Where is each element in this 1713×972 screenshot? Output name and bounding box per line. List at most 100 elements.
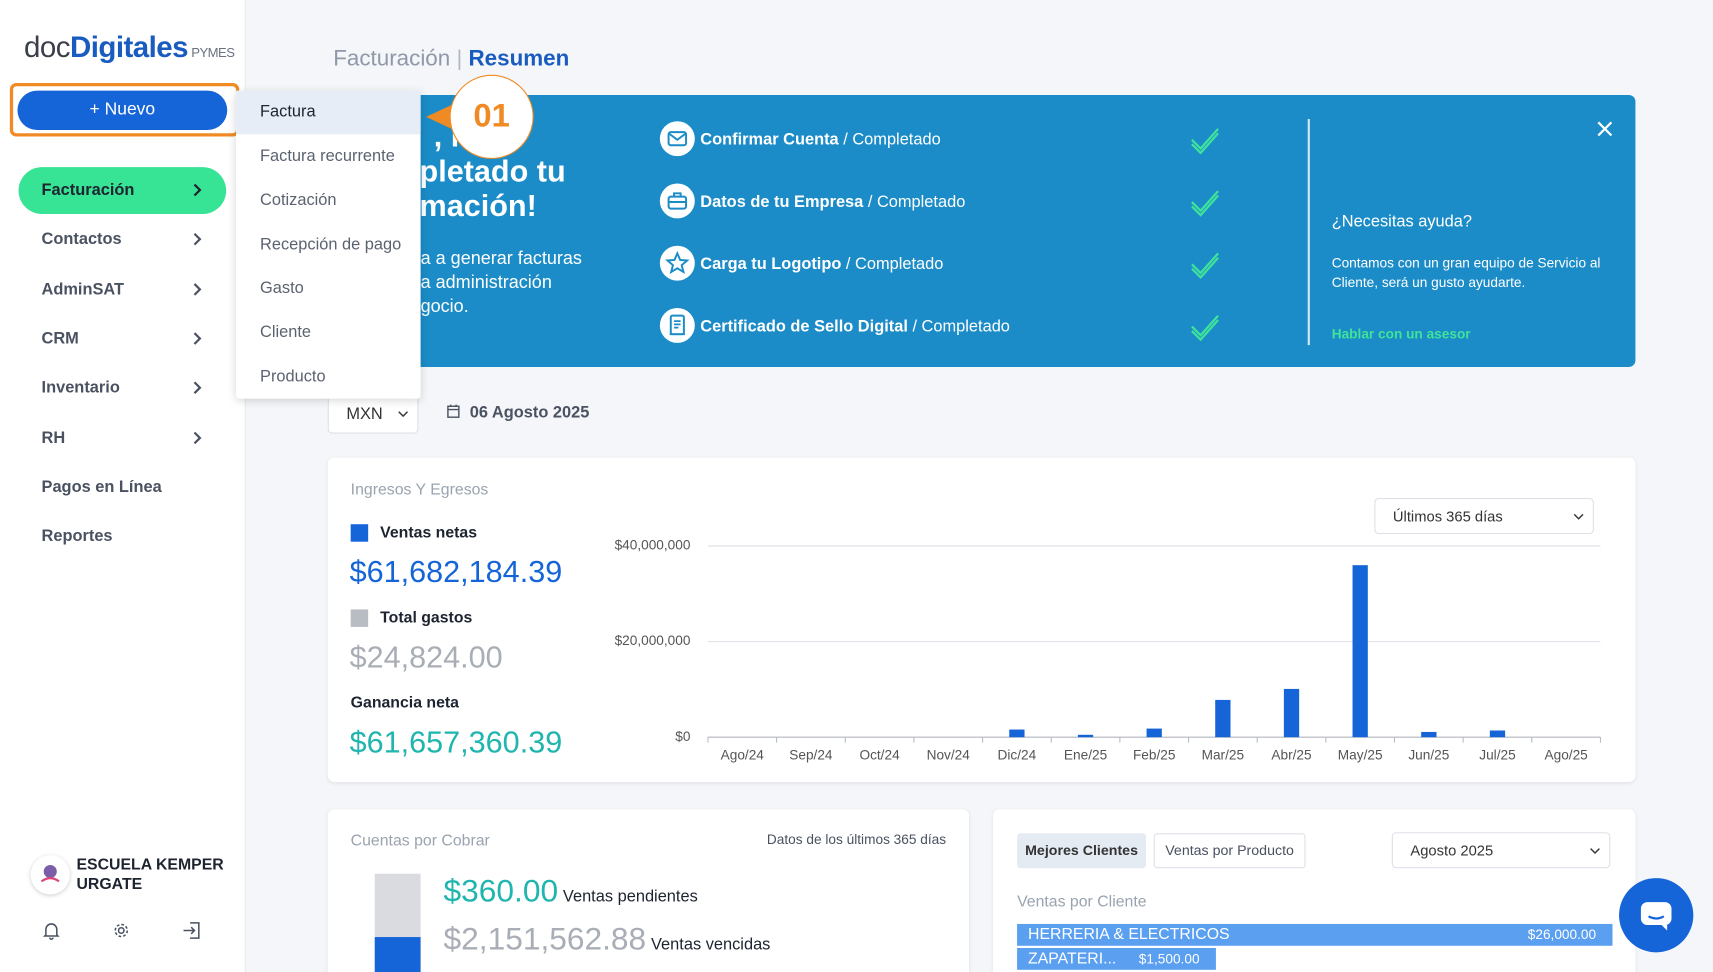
kpi-value: $24,824.00 (349, 639, 503, 674)
menu-item[interactable]: Factura (260, 102, 316, 121)
user-name-line: ESCUELA KEMPER (76, 856, 224, 874)
notifications-icon[interactable] (42, 922, 60, 941)
menu-item[interactable]: Gasto (260, 279, 304, 298)
nav-item[interactable]: Facturación (41, 180, 135, 200)
currency-value: MXN (346, 404, 383, 423)
chevron-icon (193, 183, 202, 197)
nav-active-pill (18, 167, 227, 215)
breadcrumb-page: Resumen (468, 45, 570, 71)
help-title: ¿Necesitas ayuda? (1331, 212, 1473, 231)
nav-item[interactable]: Contactos (41, 229, 122, 249)
help-text: Contamos con un gran equipo de Servicio … (1331, 255, 1601, 271)
chat-icon (1640, 902, 1672, 931)
card-title: Ingresos Y Egresos (350, 481, 489, 500)
step-badge (426, 74, 534, 159)
kpi-label: Total gastos (380, 609, 473, 627)
user-avatar[interactable] (30, 855, 70, 895)
period-value: Agosto 2025 (1410, 842, 1494, 859)
step-status: / Completado (843, 130, 941, 150)
onboarding-banner (327, 95, 1636, 367)
chevron-icon (193, 283, 202, 296)
card-subtitle: Ventas por Cliente (1017, 893, 1147, 911)
mail-icon (667, 131, 688, 147)
user-name: ESCUELA KEMPER URGATE (76, 855, 223, 894)
kpi-label: Ventas netas (380, 524, 478, 542)
logo-brand: Digitales (69, 30, 189, 64)
menu-item[interactable]: Producto (260, 367, 326, 387)
step-item: Certificado de Sello Digital / Completad… (700, 317, 1010, 336)
date-picker[interactable]: 06 Agosto 2025 (469, 403, 590, 423)
client-bar (1017, 947, 1216, 970)
receivable-item: $2,151,562.88 Ventas vencidas (444, 922, 771, 958)
help-link[interactable]: Hablar con un asesor (1331, 326, 1471, 342)
logo-prefix: doc (24, 30, 70, 64)
legend-swatch (350, 609, 369, 627)
card-note: Datos de los últimos 365 días (766, 832, 947, 848)
tab[interactable]: Ventas por Producto (1153, 833, 1306, 869)
receivable-item: $360.00 Ventas pendientes (444, 874, 698, 910)
chat-button[interactable] (1619, 878, 1694, 953)
step-status: / Completado (912, 317, 1010, 336)
logo[interactable]: docDigitales PYMES (24, 30, 235, 65)
chevron-icon (193, 232, 202, 246)
settings-icon[interactable] (113, 922, 130, 939)
step-icon (659, 245, 695, 281)
period-select[interactable]: Agosto 2025 (1391, 832, 1611, 869)
receivables-bar-segment (374, 937, 421, 972)
banner-body: gocio. (420, 296, 469, 317)
breadcrumb-separator: | (456, 45, 463, 71)
kpi-value: $61,682,184.39 (349, 554, 563, 589)
client-name: HERRERIA & ELECTRICOS (1028, 926, 1230, 944)
nav-item[interactable]: AdminSAT (41, 280, 125, 299)
menu-item[interactable]: Recepción de pago (260, 235, 402, 254)
receivable-label: Ventas pendientes (562, 887, 698, 906)
menu-item[interactable]: Cliente (260, 322, 312, 342)
receivable-label: Ventas vencidas (651, 935, 771, 954)
avatar-logo (40, 864, 60, 883)
new-button[interactable]: + Nuevo (17, 90, 228, 130)
client-bar (1017, 923, 1613, 946)
step-name: Carga tu Logotipo (700, 255, 842, 274)
banner-divider (1307, 119, 1310, 346)
legend-swatch (350, 524, 369, 542)
user-name-line: URGATE (76, 875, 143, 894)
logout-icon[interactable] (182, 922, 201, 939)
logo-suffix: PYMES (191, 44, 235, 61)
step-item: Carga tu Logotipo / Completado (700, 255, 943, 274)
tab-active[interactable]: Mejores Clientes (1017, 833, 1147, 869)
card-title: Cuentas por Cobrar (350, 832, 490, 850)
menu-item[interactable]: Factura recurrente (260, 146, 395, 166)
client-amount: $26,000.00 (1527, 927, 1597, 943)
select-arrow (1573, 513, 1584, 520)
chevron-icon (193, 431, 202, 445)
client-amount: $1,500.00 (1138, 951, 1200, 967)
nav-item[interactable]: Reportes (41, 526, 113, 546)
receivables-card (327, 809, 970, 972)
menu-item-highlight (235, 90, 421, 135)
range-value: Últimos 365 días (1392, 507, 1503, 525)
currency-select[interactable]: MXN (327, 393, 419, 434)
step-name: Certificado de Sello Digital (700, 317, 908, 336)
step-checkmarks (1191, 128, 1219, 342)
breadcrumb-section[interactable]: Facturación (333, 45, 451, 71)
breadcrumb: Facturación | Resumen (333, 46, 569, 72)
close-button[interactable] (1597, 121, 1613, 137)
nav-item[interactable]: Inventario (41, 378, 120, 397)
select-arrow (1590, 847, 1600, 854)
nav-item[interactable]: Pagos en Línea (41, 477, 162, 497)
banner-heading: mación! (419, 188, 537, 223)
certificate-icon (669, 314, 685, 336)
menu-item[interactable]: Cotización (260, 190, 337, 210)
step-name: Confirmar Cuenta (700, 130, 839, 150)
step-status: / Completado (845, 255, 944, 274)
calendar-icon (447, 404, 460, 418)
chevron-icon (193, 381, 202, 394)
nav-item[interactable]: CRM (41, 329, 79, 348)
step-icon (659, 183, 695, 219)
range-select[interactable]: Últimos 365 días (1374, 498, 1594, 535)
nav-item[interactable]: RH (41, 428, 66, 448)
new-menu (235, 90, 421, 399)
kpi-label: Ganancia neta (350, 694, 459, 713)
